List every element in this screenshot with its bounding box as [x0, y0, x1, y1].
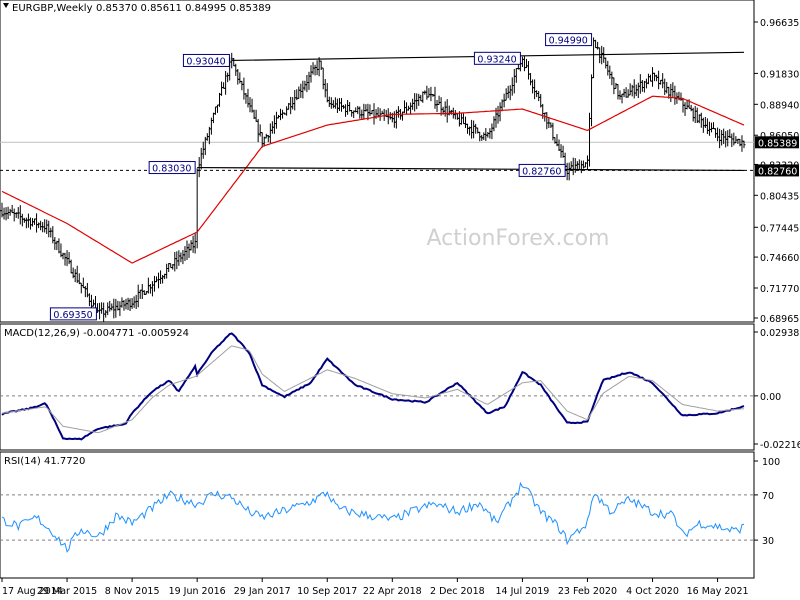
- price-axis-label: 0.80435: [760, 191, 799, 202]
- header-symbol: EURGBP,Weekly: [12, 3, 93, 14]
- price-axis-label: 0.71770: [760, 284, 799, 295]
- rsi-axis-label: 30: [762, 536, 774, 547]
- rsi-pane-border: [0, 451, 755, 579]
- rsi-line: [1, 481, 745, 553]
- time-axis-label: 23 Feb 2020: [558, 586, 617, 597]
- price-pane-border: [0, 0, 755, 323]
- macd-signal-line: [1, 345, 745, 434]
- price-annotation-box: [49, 307, 97, 321]
- time-axis-label: 17 Aug 2014: [2, 586, 63, 597]
- price-reference-lines: [0, 141, 754, 171]
- price-annotation-label: 0.93240: [477, 54, 516, 65]
- macd-line: [1, 332, 745, 441]
- price-annotation-label: 0.69350: [53, 310, 92, 321]
- price-annotation-box: [518, 163, 566, 177]
- price-annotation-label: 0.82760: [522, 166, 561, 177]
- price-axis-label: 0.68965: [760, 314, 799, 325]
- price-annotations: 0.93040 0.83030 0.93240 0.94990 0.82760 0.693…: [49, 33, 593, 321]
- price-axis-label: 0.88940: [760, 100, 799, 111]
- time-axis-label: 29 Jan 2017: [234, 586, 291, 597]
- time-axis-label: 16 May 2021: [687, 586, 749, 597]
- rsi-pane: RSI(14) 41.7720: [0, 451, 755, 579]
- header-triangle-icon: [3, 3, 9, 8]
- support-tag: [755, 164, 799, 177]
- price-axis-label: 0.74660: [760, 253, 799, 264]
- macd-pane: MACD(12,26,9) -0.004771 -0.005924: [0, 323, 755, 451]
- moving-average: [1, 95, 745, 264]
- last-price-label: 0.85389: [758, 138, 797, 149]
- time-axis-label: 4 Oct 2020: [626, 586, 679, 597]
- price-annotation-box: [473, 51, 521, 65]
- price-axis-label: 0.77445: [760, 223, 799, 234]
- price-annotation-box: [545, 33, 593, 47]
- macd-title: MACD(12,26,9) -0.004771 -0.005924: [4, 328, 189, 339]
- price-axis-label: 0.96635: [760, 18, 799, 29]
- rsi-axis-label: 70: [762, 491, 774, 502]
- rsi-axis-label: 100: [762, 457, 780, 468]
- price-pane: ActionForex.com 0.930400.830300.932400.9…: [0, 0, 755, 323]
- macd-axis-label: 0.00: [760, 392, 781, 403]
- time-axis-label: 29 Mar 2015: [37, 586, 97, 597]
- price-annotation-label: 0.93040: [186, 56, 225, 67]
- price-axis-label: 0.91830: [760, 69, 799, 80]
- rsi-series-line: [1, 481, 745, 553]
- time-axis-label: 8 Nov 2015: [105, 586, 160, 597]
- trendline: [197, 166, 745, 172]
- rsi-axis: 100 70 30: [754, 457, 780, 547]
- time-axis-label: 10 Sep 2017: [297, 586, 357, 597]
- price-axis: 0.966350.918300.889400.860500.833200.804…: [754, 18, 799, 325]
- watermark: ActionForex.com: [427, 226, 610, 251]
- rsi-title: RSI(14) 41.7720: [4, 456, 85, 467]
- chart-header: EURGBP,Weekly 0.85370 0.85611 0.84995 0.…: [3, 3, 271, 14]
- price-annotation-label: 0.83030: [152, 164, 191, 175]
- price-bars: [0, 37, 746, 322]
- macd-lines: [1, 332, 745, 441]
- price-annotation-label: 0.94990: [549, 36, 588, 47]
- time-axis-label: 2 Dec 2018: [430, 586, 485, 597]
- time-axis-label: 22 Apr 2018: [363, 586, 422, 597]
- price-annotation-box: [182, 53, 230, 67]
- macd-axis-label: 0.029387: [760, 328, 800, 339]
- header-ohlc: 0.85370 0.85611 0.84995 0.85389: [96, 3, 271, 14]
- support-label: 0.82760: [758, 166, 797, 177]
- macd-axis: 0.029387 0.00 -0.022161: [754, 328, 800, 451]
- price-annotation-box: [148, 161, 196, 175]
- time-axis-label: 14 Jul 2019: [496, 586, 550, 597]
- moving-average-line: [1, 95, 745, 264]
- last-price-tag: [755, 136, 799, 149]
- macd-axis-label: -0.022161: [760, 440, 800, 451]
- time-axis-label: 19 Jun 2016: [169, 586, 226, 597]
